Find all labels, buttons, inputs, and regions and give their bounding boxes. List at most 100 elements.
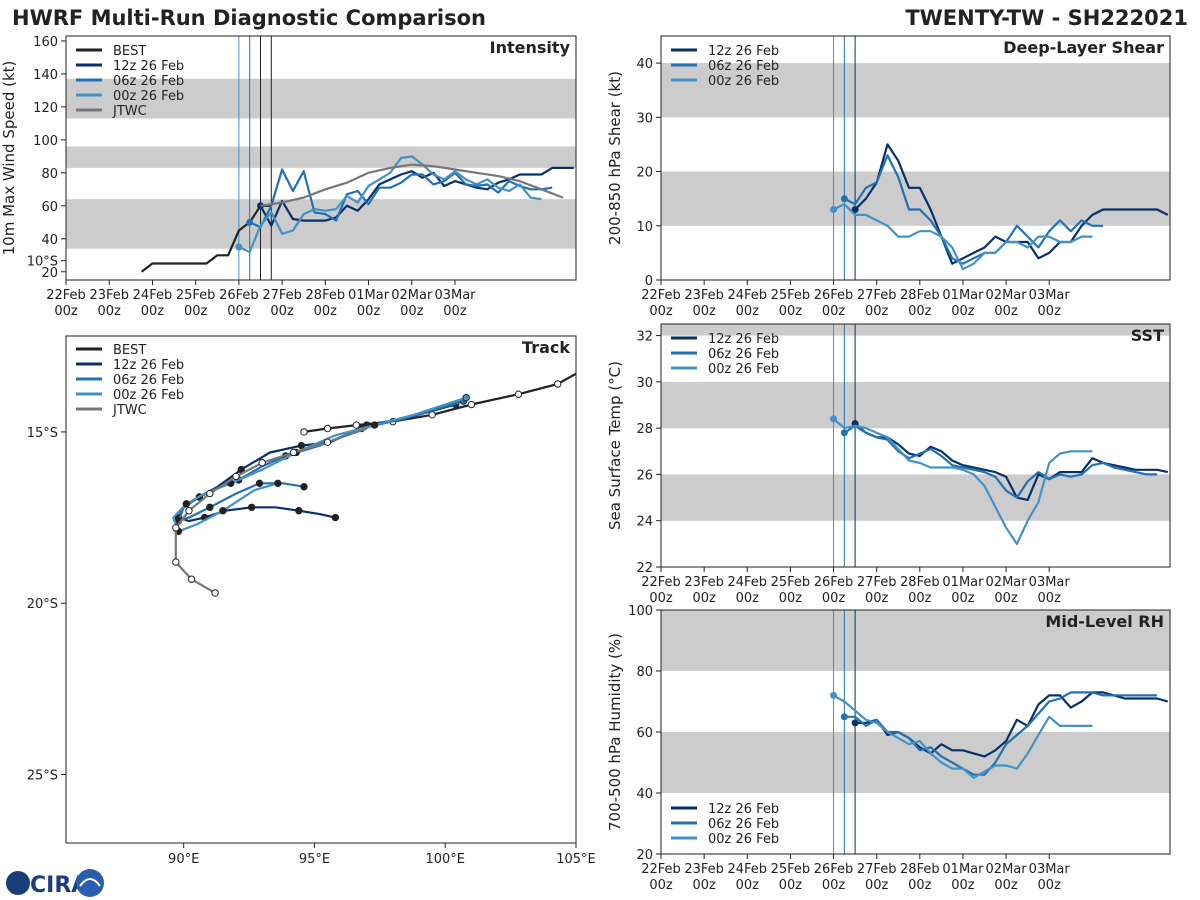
panel-title: Deep-Layer Shear: [1003, 38, 1164, 57]
track-point: [295, 507, 303, 515]
main-title: HWRF Multi-Run Diagnostic Comparison: [12, 6, 486, 30]
x-tick-date: 25Feb: [771, 862, 811, 877]
y-tick-label: 60: [41, 200, 58, 215]
x-tick-hour: 00z: [994, 878, 1018, 893]
x-tick-date: 24Feb: [727, 575, 767, 590]
x-tick-label: 105°E: [556, 852, 596, 867]
track-panel: Track 90°E 95°E 100°E 105°E 10°S 15°S 20°S 25°S B…: [27, 255, 596, 867]
y-axis-label: Sea Surface Temp (°C): [606, 361, 624, 530]
y-tick-label: 30: [636, 111, 653, 126]
x-tick-date: 01Mar: [348, 288, 390, 303]
track-point: [462, 393, 470, 402]
track-point: [289, 448, 298, 457]
legend-label: 12z 26 Feb: [708, 802, 779, 817]
series-line: [260, 163, 564, 207]
x-tick-date: 26Feb: [219, 288, 259, 303]
x-tick-hour: 00z: [184, 304, 208, 319]
x-tick-date: 28Feb: [306, 288, 346, 303]
y-axis-label: 200-850 hPa Shear (kt): [606, 71, 624, 245]
series-line: [833, 203, 1093, 271]
x-tick-date: 28Feb: [900, 862, 940, 877]
track-point: [182, 500, 191, 508]
y-tick-label: 100: [33, 134, 58, 149]
y-tick-label: 40: [41, 233, 58, 248]
track-point: [514, 390, 523, 398]
track-point: [258, 459, 266, 467]
legend-label: 06z 26 Feb: [708, 347, 779, 362]
panel-title: Mid-Level RH: [1045, 612, 1164, 631]
x-tick-hour: 00z: [779, 591, 803, 606]
y-tick-label: 20: [636, 166, 653, 181]
x-tick-hour: 00z: [908, 591, 932, 606]
x-tick-hour: 00z: [865, 304, 889, 319]
legend-label: BEST: [113, 44, 146, 59]
series-start-marker: [830, 415, 838, 423]
x-tick-hour: 00z: [865, 878, 889, 893]
y-tick-label: 10: [636, 220, 653, 235]
series-start-marker: [256, 202, 264, 210]
series-start-marker: [840, 429, 848, 437]
legend-label: 00z 26 Feb: [113, 89, 184, 104]
shaded-band: [661, 610, 1170, 671]
shaded-band: [661, 63, 1170, 118]
satellite-emblem-icon: [76, 869, 104, 897]
y-tick-label: 26: [636, 468, 653, 483]
x-tick-hour: 00z: [736, 591, 760, 606]
x-tick-hour: 00z: [736, 878, 760, 893]
y-tick-label: 40: [636, 57, 653, 72]
y-tick-label: 20°S: [27, 597, 58, 612]
series-line: [844, 691, 1158, 776]
legend-label: 06z 26 Feb: [113, 373, 184, 388]
legend-label: 00z 26 Feb: [113, 388, 184, 403]
y-tick-label: 20: [636, 848, 653, 863]
y-tick-label: 22: [636, 561, 653, 576]
y-tick-label: 32: [636, 330, 653, 345]
legend-label: 00z 26 Feb: [708, 362, 779, 377]
track-point: [232, 472, 240, 481]
x-tick-date: 27Feb: [857, 862, 897, 877]
x-tick-hour: 00z: [649, 304, 673, 319]
track-line: [177, 403, 456, 523]
shaded-band: [661, 381, 1170, 429]
legend-label: JTWC: [112, 403, 147, 418]
x-tick-hour: 00z: [822, 304, 846, 319]
shaded-band: [661, 324, 1170, 336]
x-tick-hour: 00z: [994, 591, 1018, 606]
series-start-marker: [851, 719, 859, 727]
series-start-marker: [840, 195, 848, 203]
x-tick-date: 25Feb: [771, 288, 811, 303]
track-point: [274, 479, 282, 488]
y-tick-label: 20: [41, 266, 58, 281]
x-tick-date: 26Feb: [814, 862, 854, 877]
track-point: [206, 489, 214, 498]
legend-label: 06z 26 Feb: [708, 59, 779, 74]
series-line: [238, 155, 542, 254]
x-tick-date: 22Feb: [641, 862, 681, 877]
shaded-band: [661, 732, 1170, 793]
x-tick-date: 27Feb: [857, 288, 897, 303]
y-tick-label: 40: [636, 787, 653, 802]
x-tick-hour: 00z: [822, 878, 846, 893]
x-tick-hour: 00z: [1038, 591, 1062, 606]
track-point: [187, 575, 196, 583]
y-tick-label: 100: [628, 604, 653, 619]
x-tick-date: 02Mar: [986, 862, 1028, 877]
shaded-band: [66, 199, 576, 249]
shaded-band: [661, 171, 1170, 226]
x-tick-hour: 00z: [141, 304, 165, 319]
track-point: [185, 507, 193, 515]
x-tick-date: 01Mar: [942, 575, 984, 590]
x-tick-hour: 00z: [692, 878, 716, 893]
x-tick-hour: 00z: [951, 304, 975, 319]
x-tick-hour: 00z: [736, 304, 760, 319]
x-tick-hour: 00z: [994, 304, 1018, 319]
x-tick-date: 23Feb: [89, 288, 129, 303]
track-point: [323, 424, 332, 433]
panel-title: Track: [522, 338, 570, 357]
x-tick-hour: 00z: [649, 591, 673, 606]
x-tick-date: 25Feb: [771, 575, 811, 590]
series-line: [832, 418, 1093, 546]
series-start-marker: [246, 218, 254, 226]
series-line: [843, 424, 1158, 499]
